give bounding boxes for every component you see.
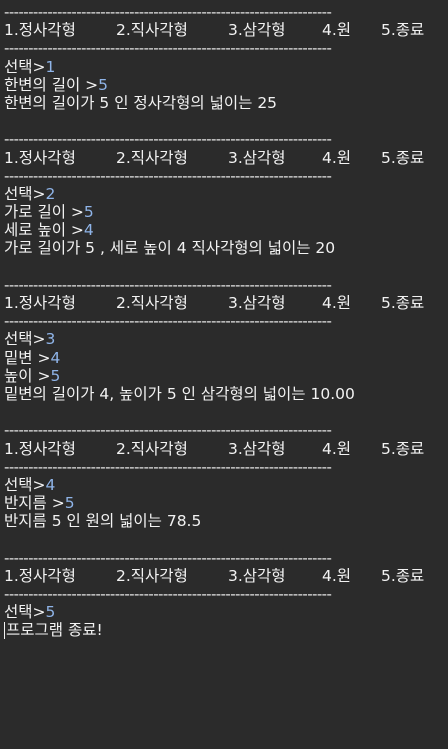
separator-line: ----------------------------------------… [4, 39, 332, 58]
menu-item-exit: 5.종료 [381, 294, 425, 312]
separator-line: ----------------------------------------… [4, 548, 332, 567]
prompt-line: 선택>2 [4, 185, 444, 203]
menu-line: 1.정사각형 2.직사각형 3.삼각형 4.원 5.종료 [4, 21, 444, 39]
console-output[interactable]: ----------------------------------------… [4, 3, 444, 640]
prompt-line: 선택>3 [4, 330, 444, 348]
menu-line: 1.정사각형 2.직사각형 3.삼각형 4.원 5.종료 [4, 440, 444, 458]
prompt-text: 선택> [4, 184, 46, 203]
prompt-text: 가로 길이 > [4, 203, 84, 222]
separator-line: ----------------------------------------… [4, 275, 332, 294]
user-input: 5 [45, 603, 56, 622]
menu-item-triangle: 3.삼각형 [228, 439, 286, 458]
user-input: 4 [83, 221, 94, 240]
user-input: 4 [45, 475, 56, 494]
blank-line [4, 403, 444, 421]
blank-line [4, 530, 444, 548]
prompt-line: 선택>5 [4, 603, 444, 621]
separator-line: ----------------------------------------… [4, 166, 332, 185]
menu-item-exit: 5.종료 [381, 148, 425, 167]
user-input: 2 [45, 184, 56, 203]
user-input: 1 [45, 57, 56, 76]
blank-line [4, 112, 444, 130]
prompt-line: 한변의 길이 >5 [4, 76, 444, 94]
menu-item-square: 1.정사각형 [4, 439, 76, 458]
user-input: 3 [45, 330, 56, 349]
separator-line: ----------------------------------------… [4, 421, 332, 440]
prompt-line: 선택>4 [4, 476, 444, 494]
user-input: 5 [83, 203, 94, 222]
blank-line [4, 258, 444, 276]
menu-item-triangle: 3.삼각형 [228, 21, 286, 40]
text-cursor [4, 622, 5, 640]
result-text: 프로그램 종료! [6, 621, 103, 640]
separator-line: ----------------------------------------… [4, 585, 332, 603]
menu-item-square: 1.정사각형 [4, 566, 76, 585]
result-text: 밑변의 길이가 4, 높이가 5 인 삼각형의 넓이는 10.00 [4, 384, 355, 403]
prompt-line: 세로 높이 >4 [4, 221, 444, 239]
separator-line: ----------------------------------------… [4, 457, 332, 476]
prompt-text: 한변의 길이 > [4, 75, 99, 94]
result-line: 반지름 5 인 원의 넓이는 78.5 [4, 512, 444, 530]
prompt-text: 세로 높이 > [4, 221, 84, 240]
menu-item-exit: 5.종료 [381, 566, 425, 585]
menu-item-triangle: 3.삼각형 [228, 566, 286, 585]
separator-line: ----------------------------------------… [4, 3, 332, 21]
prompt-text: 높이 > [4, 366, 51, 385]
prompt-line: 가로 길이 >5 [4, 203, 444, 221]
prompt-line: 높이 >5 [4, 367, 444, 385]
menu-item-circle: 4.원 [322, 566, 352, 585]
user-input: 5 [64, 494, 75, 513]
menu-item-exit: 5.종료 [381, 439, 425, 458]
menu-line: 1.정사각형 2.직사각형 3.삼각형 4.원 5.종료 [4, 567, 444, 585]
prompt-line: 선택>1 [4, 58, 444, 76]
prompt-text: 반지름 > [4, 494, 65, 513]
result-text: 반지름 5 인 원의 넓이는 78.5 [4, 512, 202, 531]
menu-item-circle: 4.원 [322, 21, 352, 40]
menu-item-exit: 5.종료 [381, 21, 425, 40]
menu-line: 1.정사각형 2.직사각형 3.삼각형 4.원 5.종료 [4, 294, 444, 312]
separator-line: ----------------------------------------… [4, 130, 332, 149]
prompt-line: 밑변 >4 [4, 349, 444, 367]
menu-line: 1.정사각형 2.직사각형 3.삼각형 4.원 5.종료 [4, 149, 444, 167]
prompt-text: 선택> [4, 57, 46, 76]
result-text: 가로 길이가 5 , 세로 높이 4 직사각형의 넓이는 20 [4, 239, 336, 258]
menu-item-circle: 4.원 [322, 439, 352, 458]
user-input: 5 [98, 75, 109, 94]
menu-item-rectangle: 2.직사각형 [116, 21, 188, 40]
menu-item-circle: 4.원 [322, 148, 352, 167]
user-input: 5 [50, 366, 61, 385]
prompt-text: 밑변 > [4, 348, 51, 367]
result-line: 한변의 길이가 5 인 정사각형의 넓이는 25 [4, 94, 444, 112]
menu-item-circle: 4.원 [322, 294, 352, 312]
result-line: 가로 길이가 5 , 세로 높이 4 직사각형의 넓이는 20 [4, 239, 444, 257]
prompt-text: 선택> [4, 603, 46, 622]
menu-item-square: 1.정사각형 [4, 21, 76, 40]
prompt-text: 선택> [4, 475, 46, 494]
menu-item-triangle: 3.삼각형 [228, 148, 286, 167]
menu-item-square: 1.정사각형 [4, 148, 76, 167]
prompt-text: 선택> [4, 330, 46, 349]
menu-item-rectangle: 2.직사각형 [116, 294, 188, 312]
menu-item-triangle: 3.삼각형 [228, 294, 286, 312]
prompt-line: 반지름 >5 [4, 494, 444, 512]
result-line: 프로그램 종료! [4, 621, 444, 640]
menu-item-rectangle: 2.직사각형 [116, 148, 188, 167]
separator-line: ----------------------------------------… [4, 312, 332, 331]
menu-item-square: 1.정사각형 [4, 294, 76, 312]
user-input: 4 [50, 348, 61, 367]
result-line: 밑변의 길이가 4, 높이가 5 인 삼각형의 넓이는 10.00 [4, 385, 444, 403]
result-text: 한변의 길이가 5 인 정사각형의 넓이는 25 [4, 93, 278, 112]
menu-item-rectangle: 2.직사각형 [116, 566, 188, 585]
menu-item-rectangle: 2.직사각형 [116, 439, 188, 458]
